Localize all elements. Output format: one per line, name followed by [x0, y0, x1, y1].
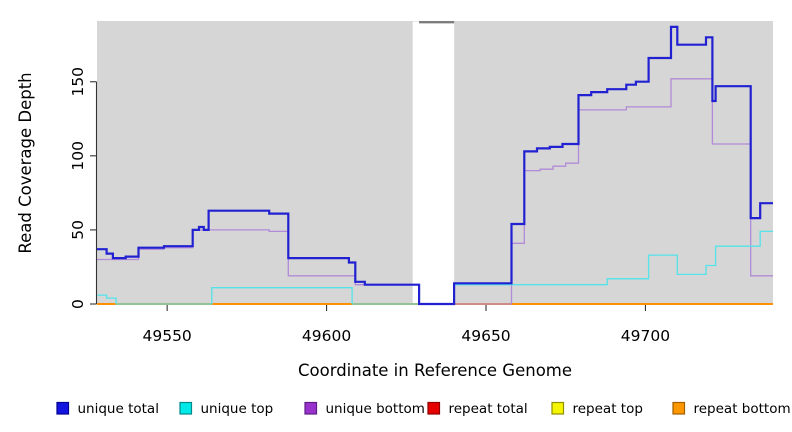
coverage-line-unique-total	[97, 25, 773, 306]
legend-swatch-repeat-top	[551, 401, 565, 415]
legend-swatch-unique-bottom	[304, 401, 318, 415]
legend-label-unique-top: unique top	[201, 401, 274, 417]
y-axis-title: Read Coverage Depth	[16, 72, 35, 253]
legend-swatch-unique-top	[179, 401, 193, 415]
legend-label-repeat-bottom: repeat bottom	[694, 401, 791, 417]
coverage-line-unique-top	[97, 230, 773, 305]
gap-band	[412, 21, 455, 304]
x-axis-title: Coordinate in Reference Genome	[298, 361, 572, 380]
y-tick-label: 100	[69, 141, 87, 171]
legend: unique total unique top unique bottom repea…	[56, 401, 791, 417]
legend-label-unique-bottom: unique bottom	[326, 401, 425, 417]
legend-label-unique-total: unique total	[78, 401, 159, 417]
y-tick-label: 0	[69, 299, 87, 309]
legend-label-repeat-total: repeat total	[449, 401, 528, 417]
legend-swatch-repeat-total	[427, 401, 441, 415]
x-tick-label: 49600	[302, 327, 351, 345]
x-tick-label: 49650	[461, 327, 510, 345]
y-tick-label: 150	[69, 67, 87, 97]
legend-label-repeat-top: repeat top	[573, 401, 643, 417]
x-tick-label: 49700	[621, 327, 670, 345]
y-tick-label: 50	[69, 220, 87, 240]
legend-swatch-unique-total	[56, 401, 70, 415]
x-tick-label: 49550	[142, 327, 191, 345]
legend-swatch-repeat-bottom	[672, 401, 686, 415]
